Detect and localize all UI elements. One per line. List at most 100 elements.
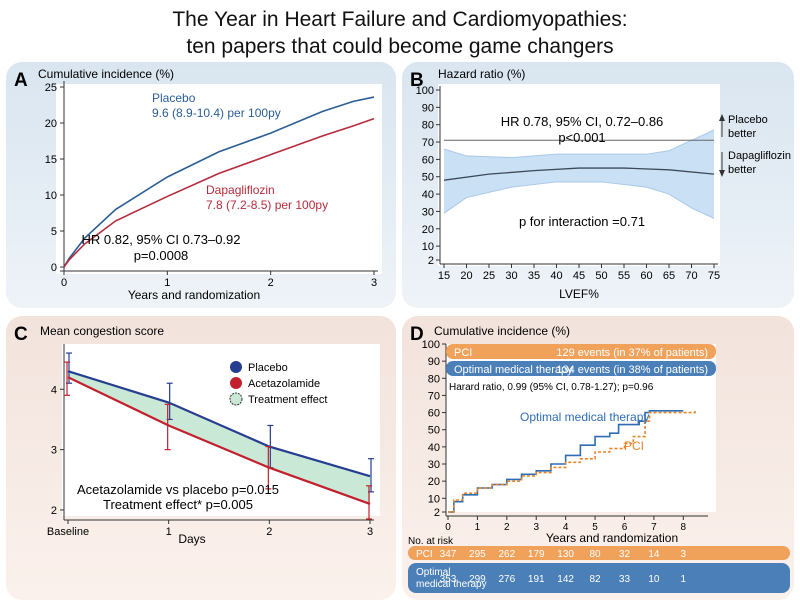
panel-b-x-tick-label: 50 bbox=[595, 270, 607, 282]
panel-a-x-tick-label: 1 bbox=[164, 277, 170, 289]
panel-b-y-tick-label: 70 bbox=[422, 137, 434, 149]
panel-a-dapagliflozin-line bbox=[63, 117, 375, 268]
panel-b-x-tick-label: 30 bbox=[505, 270, 517, 282]
legend-omt-bar bbox=[446, 361, 716, 376]
panel-c-xlabel: Days bbox=[178, 532, 205, 546]
placebo-better-arrowhead-icon bbox=[719, 114, 725, 121]
panel-d: D Cumulative incidence (%) 2 10 20 30 40 50 60… bbox=[402, 316, 794, 600]
panel-b-estimate-line bbox=[443, 167, 715, 181]
panel-d-omt-line bbox=[448, 410, 684, 513]
panel-a-y-tick-label: 20 bbox=[45, 118, 57, 130]
panel-b: B Hazard ratio (%) 2 10 20 30 40 50 60 70 80 90 10… bbox=[402, 62, 794, 308]
panel-c-placebo-line bbox=[67, 370, 371, 478]
panel-c-y-tick-label: 4 bbox=[51, 384, 57, 396]
panel-b-label: B bbox=[410, 70, 424, 91]
panel-b-ci-upper-line bbox=[443, 129, 715, 159]
panel-d-omt-curve-label: Optimal medical therapy bbox=[520, 410, 649, 424]
panel-c-annotation-1: Acetazolamide vs placebo p=0.015 bbox=[77, 482, 279, 497]
legend-treatment-effect-label: Treatment effect bbox=[248, 394, 327, 406]
risk-omt-value: 10 bbox=[648, 574, 660, 585]
risk-pci-value: 3 bbox=[681, 549, 687, 560]
risk-omt-value: 191 bbox=[528, 574, 545, 585]
panel-d-xlabel: Years and randomization bbox=[546, 531, 678, 545]
panel-b-y-tick-label: 30 bbox=[422, 206, 434, 218]
risk-row-omt-label-1: Optimal bbox=[416, 567, 450, 578]
risk-table-header: No. at risk bbox=[408, 536, 454, 547]
panel-b-x-tick-label: 70 bbox=[685, 270, 697, 282]
panel-b-ci-band bbox=[444, 129, 714, 219]
panel-a-label: A bbox=[14, 70, 28, 91]
legend-pci-events: 129 events (in 37% of patients) bbox=[556, 347, 708, 359]
panel-a-annotation-2: p=0.0008 bbox=[134, 248, 189, 263]
panel-b-y-tick-label: 100 bbox=[416, 85, 434, 97]
panel-c-x-tick-label: 1 bbox=[166, 526, 172, 538]
panel-a-placebo-name: Placebo bbox=[152, 91, 196, 105]
panel-d-x-tick-label: 8 bbox=[681, 522, 687, 533]
legend-omt-events: 134 events (in 38% of patients) bbox=[556, 364, 708, 376]
risk-row-pci-label: PCI bbox=[416, 549, 433, 560]
panel-c-chart: C Mean congestion score 2 3 4 Baseline 1 2 3 P… bbox=[14, 324, 380, 546]
risk-pci-value: 32 bbox=[619, 549, 631, 560]
title-line-2: ten papers that could become game change… bbox=[186, 35, 614, 58]
dapagliflozin-better-arrowhead-icon bbox=[719, 170, 725, 177]
panel-b-y-tick-label: 40 bbox=[422, 189, 434, 201]
panel-d-pci-line bbox=[448, 410, 696, 513]
risk-omt-value: 299 bbox=[469, 574, 486, 585]
placebo-better-line-1: Placebo bbox=[728, 114, 768, 126]
panel-a-placebo-rate: 9.6 (8.9-10.4) per 100py bbox=[152, 106, 281, 120]
risk-omt-value: 82 bbox=[589, 574, 601, 585]
panel-c-x-tick-label: 3 bbox=[367, 526, 373, 538]
panel-b-y-tick-label: 10 bbox=[422, 241, 434, 253]
risk-row-pci-bar bbox=[408, 546, 790, 560]
panel-b-x-tick-label: 65 bbox=[663, 270, 675, 282]
risk-pci-value: 347 bbox=[440, 549, 457, 560]
panel-a-y-tick-label: 25 bbox=[45, 82, 57, 94]
panel-a-x-tick-label: 0 bbox=[61, 277, 67, 289]
panel-a: A Cumulative incidence (%) 0 5 10 15 20 25 0 1 2… bbox=[6, 62, 396, 308]
panel-a-xlabel: Years and randomization bbox=[128, 288, 260, 302]
panel-d-y-tick-label: 40 bbox=[428, 442, 440, 454]
legend-treatment-effect-marker bbox=[229, 392, 243, 406]
panel-d-pci-curve-label: PCI bbox=[624, 439, 644, 453]
panel-b-x-tick-label: 55 bbox=[618, 270, 630, 282]
panel-c: C Mean congestion score 2 3 4 Baseline 1 2 3 P… bbox=[6, 316, 396, 600]
panel-d-chart: D Cumulative incidence (%) 2102030405060… bbox=[408, 324, 790, 593]
panel-d-x-tick-label: 1 bbox=[475, 522, 481, 533]
risk-omt-value: 142 bbox=[557, 574, 574, 585]
panel-d-x-tick-label: 5 bbox=[592, 522, 598, 533]
panel-d-y-tick-label: 20 bbox=[428, 476, 440, 488]
risk-row-omt-bar bbox=[408, 563, 790, 593]
panel-a-y-tick-label: 15 bbox=[45, 154, 57, 166]
risk-pci-value: 262 bbox=[498, 549, 515, 560]
legend-acetazolamide-marker bbox=[230, 377, 242, 389]
panel-d-hazard-text: Harard ratio, 0.99 (95% CI, 0.78-1.27); … bbox=[449, 382, 654, 393]
panel-b-ylabel: Hazard ratio (%) bbox=[438, 67, 525, 81]
panel-b-y-tick-label: 90 bbox=[422, 102, 434, 114]
panel-b-annotation-1: HR 0.78, 95% CI, 0.72–0.86 bbox=[501, 114, 664, 129]
panel-c-x-tick-label: 2 bbox=[266, 526, 272, 538]
legend-omt-label: Optimal medical therapy bbox=[454, 364, 573, 376]
panel-a-x-tick-label: 2 bbox=[268, 277, 274, 289]
title-line-1: The Year in Heart Failure and Cardiomyop… bbox=[172, 8, 628, 31]
panel-a-dapa-rate: 7.8 (7.2-8.5) per 100py bbox=[206, 198, 328, 212]
risk-omt-value: 276 bbox=[498, 574, 515, 585]
panel-d-y-tick-label: 2 bbox=[434, 507, 440, 519]
panel-d-y-tick-label: 50 bbox=[428, 425, 440, 437]
panel-c-acetazolamide-line bbox=[67, 376, 371, 505]
panel-b-x-tick-label: 20 bbox=[460, 270, 472, 282]
panel-a-annotation-1: HR 0.82, 95% CI 0.73–0.92 bbox=[82, 232, 241, 247]
panel-d-y-tick-label: 80 bbox=[428, 373, 440, 385]
panel-c-annotation-2: Treatment effect* p=0.005 bbox=[103, 497, 253, 512]
panel-b-chart: B Hazard ratio (%) 2 10 20 30 40 50 60 70 80 90 10… bbox=[410, 67, 791, 301]
panel-d-y-tick-label: 100 bbox=[422, 339, 440, 351]
panel-d-x-tick-label: 6 bbox=[622, 522, 628, 533]
risk-pci-value: 130 bbox=[557, 549, 574, 560]
panel-b-annotation-2: p<0.001 bbox=[558, 130, 605, 145]
panel-c-label: C bbox=[14, 324, 28, 345]
panel-d-x-tick-label: 7 bbox=[651, 522, 657, 533]
risk-omt-value: 1 bbox=[681, 574, 687, 585]
panel-d-y-tick-label: 90 bbox=[428, 356, 440, 368]
panel-b-xlabel: LVEF% bbox=[559, 287, 599, 301]
panel-d-y-tick-label: 70 bbox=[428, 390, 440, 402]
panel-c-x-tick-label: Baseline bbox=[47, 526, 89, 538]
